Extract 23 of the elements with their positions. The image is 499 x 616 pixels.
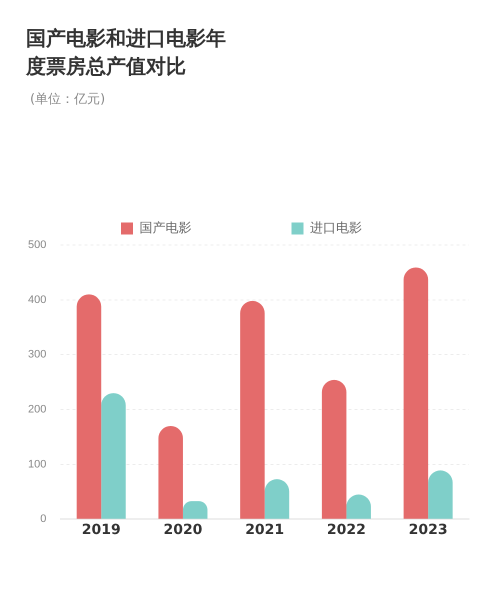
y-tick-label: 500 (28, 239, 46, 252)
bar (428, 470, 453, 519)
bar (76, 294, 102, 519)
y-tick-label: 300 (28, 348, 46, 361)
bar (101, 393, 126, 519)
bar (158, 426, 183, 519)
chart-subtitle: (单位：亿元) (30, 91, 106, 108)
legend-label: 进口电影 (310, 220, 362, 236)
x-tick-label: 2021 (245, 522, 284, 538)
bar (264, 479, 290, 519)
bar (322, 380, 346, 519)
y-tick-label: 100 (28, 458, 46, 470)
x-tick-label: 2022 (326, 522, 366, 538)
y-tick-label: 0 (40, 513, 46, 526)
x-tick-label: 2019 (82, 522, 121, 538)
bar (240, 300, 265, 519)
y-tick-label: 400 (28, 294, 46, 306)
x-tick-label: 2023 (408, 522, 448, 538)
bar (404, 267, 428, 519)
legend-label: 国产电影 (140, 220, 192, 236)
y-tick-label: 200 (28, 404, 46, 416)
chart-title: 国产电影和进口电影年度票房总产值对比 (26, 25, 226, 80)
x-tick-label: 2020 (163, 522, 203, 538)
